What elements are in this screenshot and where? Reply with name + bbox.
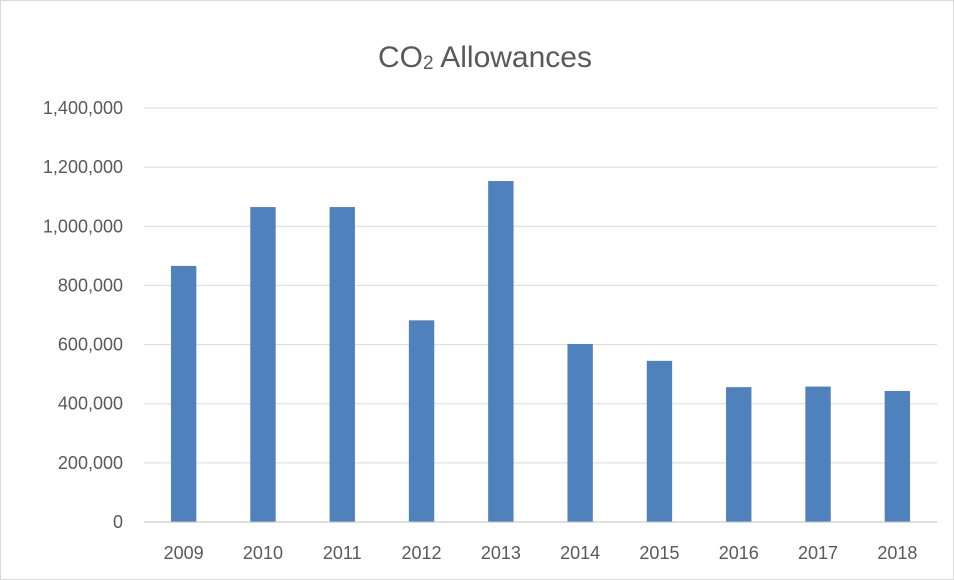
x-tick-label: 2010 [243,543,283,563]
x-tick-label: 2009 [164,543,204,563]
y-tick-label: 1,400,000 [43,98,123,118]
x-tick-label: 2014 [560,543,600,563]
chart-title-subscript: 2 [423,53,434,74]
chart-title-rest: Allowances [434,41,592,74]
x-tick-label: 2012 [402,543,442,563]
bar-2014 [567,343,593,522]
chart-title: CO2 Allowances [378,41,592,74]
bar-2009 [170,265,197,522]
x-tick-label: 2011 [323,543,362,563]
x-axis-tick-labels: 2009 2010 2011 2012 2013 2014 2015 2016 2017 2018 [164,543,918,563]
bar-2010 [250,207,276,523]
bar-2011 [329,207,355,523]
bar-2018 [884,390,911,522]
x-tick-label: 2018 [877,543,917,563]
y-tick-label: 1,000,000 [43,216,123,236]
bar-2016 [726,387,752,522]
y-tick-label: 600,000 [58,335,123,355]
y-tick-label: 1,200,000 [43,157,123,177]
bar-2015 [646,360,673,522]
bar-2012 [408,320,435,522]
bar-2017 [805,386,831,522]
y-tick-label: 200,000 [58,453,123,473]
x-tick-label: 2013 [481,543,521,563]
y-tick-label: 0 [113,512,123,532]
bar-2013 [488,181,514,522]
bars [170,181,911,523]
x-tick-label: 2016 [719,543,759,563]
y-axis-tick-labels: 0 200,000 400,000 600,000 800,000 1,000,000 1,… [43,98,123,532]
y-tick-label: 800,000 [58,275,123,295]
chart-title-main: CO [378,41,423,74]
y-tick-label: 400,000 [58,394,123,414]
gridlines [144,107,937,464]
x-tick-label: 2017 [798,543,838,563]
x-tick-label: 2015 [639,543,679,563]
